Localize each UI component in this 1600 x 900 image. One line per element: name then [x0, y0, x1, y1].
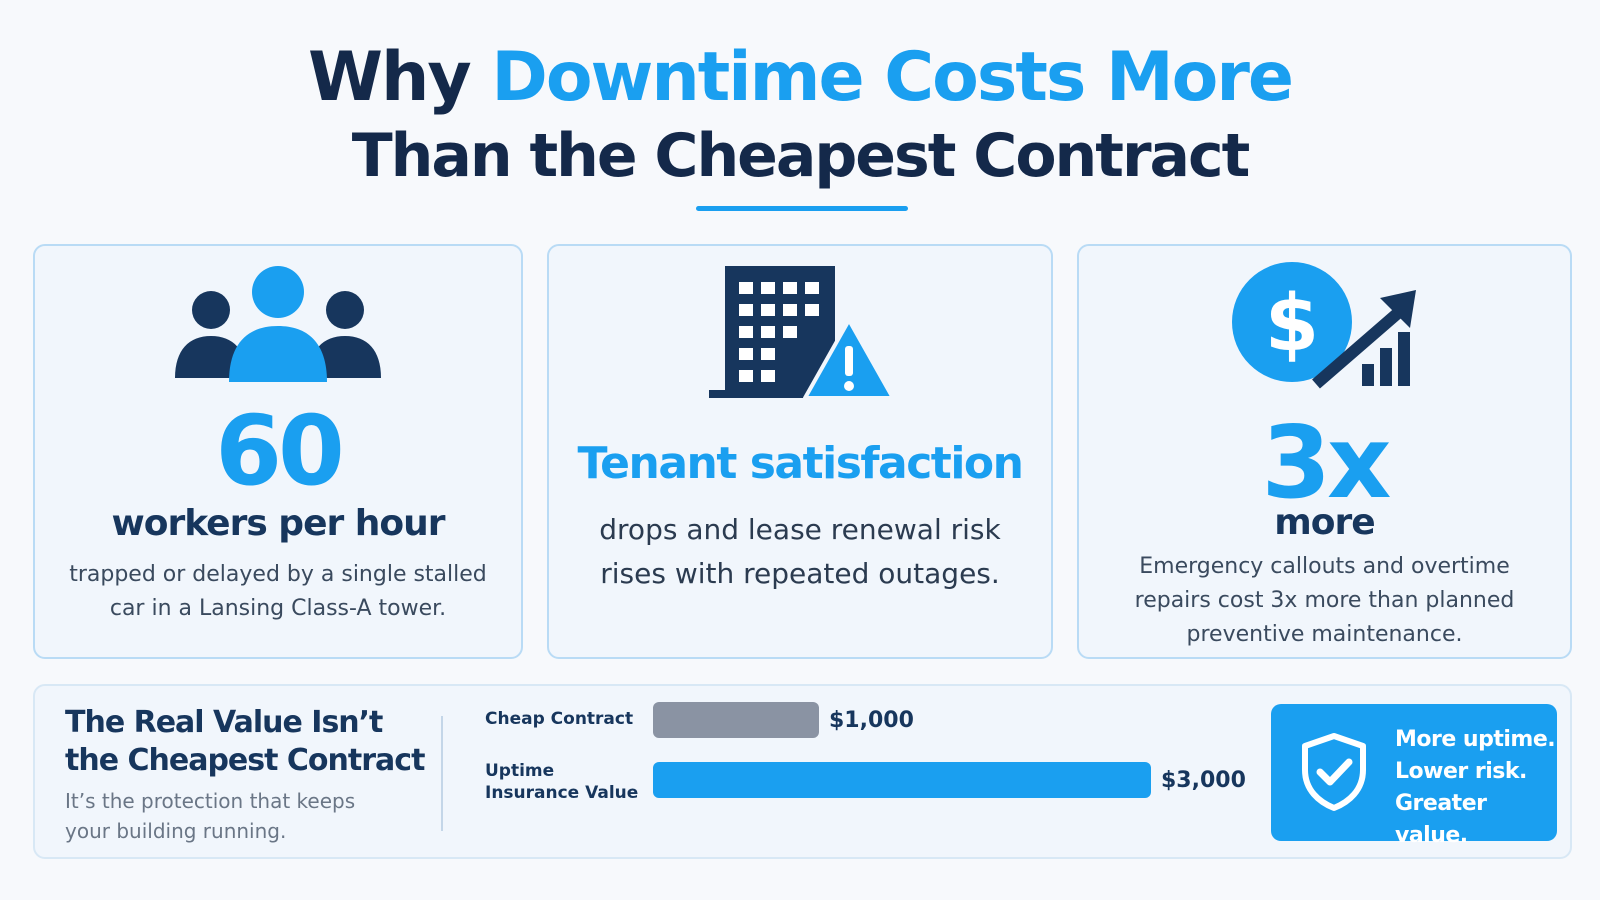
- promo-lines: More uptime. Lower risk. Greater value.: [1395, 724, 1557, 852]
- stat-description: trapped or delayed by a single stalled c…: [69, 562, 487, 621]
- shield-check-icon: [1302, 733, 1366, 811]
- cost-multiplier: 3x: [1261, 404, 1391, 521]
- value-title: The Real Value Isn’t the Cheapest Contra…: [65, 705, 425, 778]
- page-title: Why Downtime Costs More Than the Cheapes…: [0, 38, 1600, 194]
- promo-line-risk: Lower risk.: [1395, 759, 1527, 784]
- bar-label-uptime: Uptime Insurance Value: [485, 761, 639, 803]
- title-line-1: Why Downtime Costs More: [0, 38, 1600, 118]
- stat-card-tenant: Tenant satisfaction drops and lease rene…: [547, 244, 1053, 659]
- people-group-icon: [175, 266, 381, 382]
- title-plain: Why: [307, 38, 492, 117]
- stat-heading: workers per hour: [111, 503, 445, 544]
- bar-uptime-insurance: [653, 762, 1151, 798]
- stat-card-cost: $ 3x more Emergency callouts and overtim…: [1077, 244, 1572, 659]
- bar-value-uptime: $3,000: [1161, 768, 1246, 793]
- promo-line-uptime: More uptime.: [1395, 727, 1556, 752]
- cost-description: Emergency callouts and overtime repairs …: [1134, 554, 1515, 647]
- bar-value-cheap: $1,000: [829, 708, 914, 733]
- value-subtitle: It’s the protection that keeps your buil…: [65, 789, 356, 843]
- cost-heading: more: [1274, 502, 1375, 543]
- value-promo-box: More uptime. Lower risk. Greater value.: [1271, 704, 1557, 848]
- title-underline: [696, 206, 908, 211]
- building-warning-icon: [709, 266, 895, 400]
- dollar-growth-icon: $: [1231, 262, 1416, 389]
- bar-label-cheap: Cheap Contract: [485, 709, 634, 729]
- bar-cheap-contract: [653, 702, 819, 738]
- tenant-heading: Tenant satisfaction: [577, 438, 1024, 489]
- bar-track-uptime: $3,000: [653, 762, 1253, 798]
- panel-divider: [441, 716, 443, 831]
- title-accent: Downtime Costs More: [491, 38, 1294, 117]
- svg-text:$: $: [1264, 279, 1318, 369]
- stat-number: 60: [215, 395, 345, 507]
- title-line-2: Than the Cheapest Contract: [351, 121, 1251, 191]
- promo-line-value: Greater value.: [1395, 791, 1487, 848]
- stat-card-workers: 60 workers per hour trapped or delayed b…: [33, 244, 523, 659]
- value-comparison-panel: The Real Value Isn’t the Cheapest Contra…: [33, 684, 1572, 859]
- bar-track-cheap: $1,000: [653, 702, 1253, 738]
- tenant-description: drops and lease renewal risk rises with …: [599, 513, 1001, 590]
